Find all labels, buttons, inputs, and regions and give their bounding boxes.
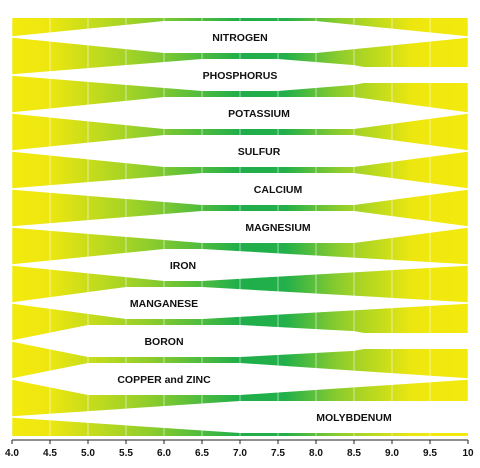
band-calcium bbox=[12, 173, 468, 205]
x-tick-label: 9.5 bbox=[423, 448, 437, 459]
band-manganese bbox=[12, 287, 468, 319]
nutrient-label: PHOSPHORUS bbox=[203, 70, 278, 82]
x-tick-label: 8.5 bbox=[347, 448, 361, 459]
band-iron bbox=[12, 249, 468, 281]
x-tick-label: 6.5 bbox=[195, 448, 209, 459]
x-tick-label: 10 bbox=[462, 448, 474, 459]
x-tick-label: 7.5 bbox=[271, 448, 285, 459]
nutrient-label: CALCIUM bbox=[254, 184, 303, 196]
band-phosphorus bbox=[12, 59, 468, 91]
nutrient-bands bbox=[12, 21, 468, 433]
x-tick-label: 7.0 bbox=[233, 448, 247, 459]
nutrient-labels: NITROGEN PHOSPHORUS POTASSIUM SULFUR CALCIUM… bbox=[117, 32, 392, 424]
x-tick-label: 4.0 bbox=[5, 448, 19, 459]
x-tick-label: 8.0 bbox=[309, 448, 323, 459]
band-potassium bbox=[12, 97, 468, 129]
band-copper-and-zinc bbox=[12, 363, 468, 395]
band-molybdenum bbox=[12, 401, 468, 433]
x-tick-label: 5.0 bbox=[81, 448, 95, 459]
x-tick-label: 5.5 bbox=[119, 448, 133, 459]
nutrient-label: SULFUR bbox=[238, 146, 281, 158]
nutrient-label: MAGNESIUM bbox=[245, 222, 311, 234]
band-boron bbox=[12, 325, 468, 357]
band-nitrogen bbox=[12, 21, 468, 53]
nutrient-label: NITROGEN bbox=[212, 32, 267, 44]
x-axis: 4.0 4.5 5.0 5.5 6.0 6.5 7.0 7.5 8.0 8.5 9.0 9.5 10 bbox=[5, 439, 474, 459]
band-sulfur bbox=[12, 135, 468, 167]
nutrient-label: MANGANESE bbox=[130, 298, 198, 310]
x-tick-label: 6.0 bbox=[157, 448, 171, 459]
x-tick-label: 4.5 bbox=[43, 448, 57, 459]
x-tick-label: 9.0 bbox=[385, 448, 399, 459]
nutrient-label: MOLYBDENUM bbox=[316, 412, 392, 424]
nutrient-label: COPPER and ZINC bbox=[117, 374, 211, 386]
nutrient-label: IRON bbox=[170, 260, 196, 272]
nutrient-label: BORON bbox=[144, 336, 183, 348]
nutrient-label: POTASSIUM bbox=[228, 108, 290, 120]
band-magnesium bbox=[12, 211, 468, 243]
